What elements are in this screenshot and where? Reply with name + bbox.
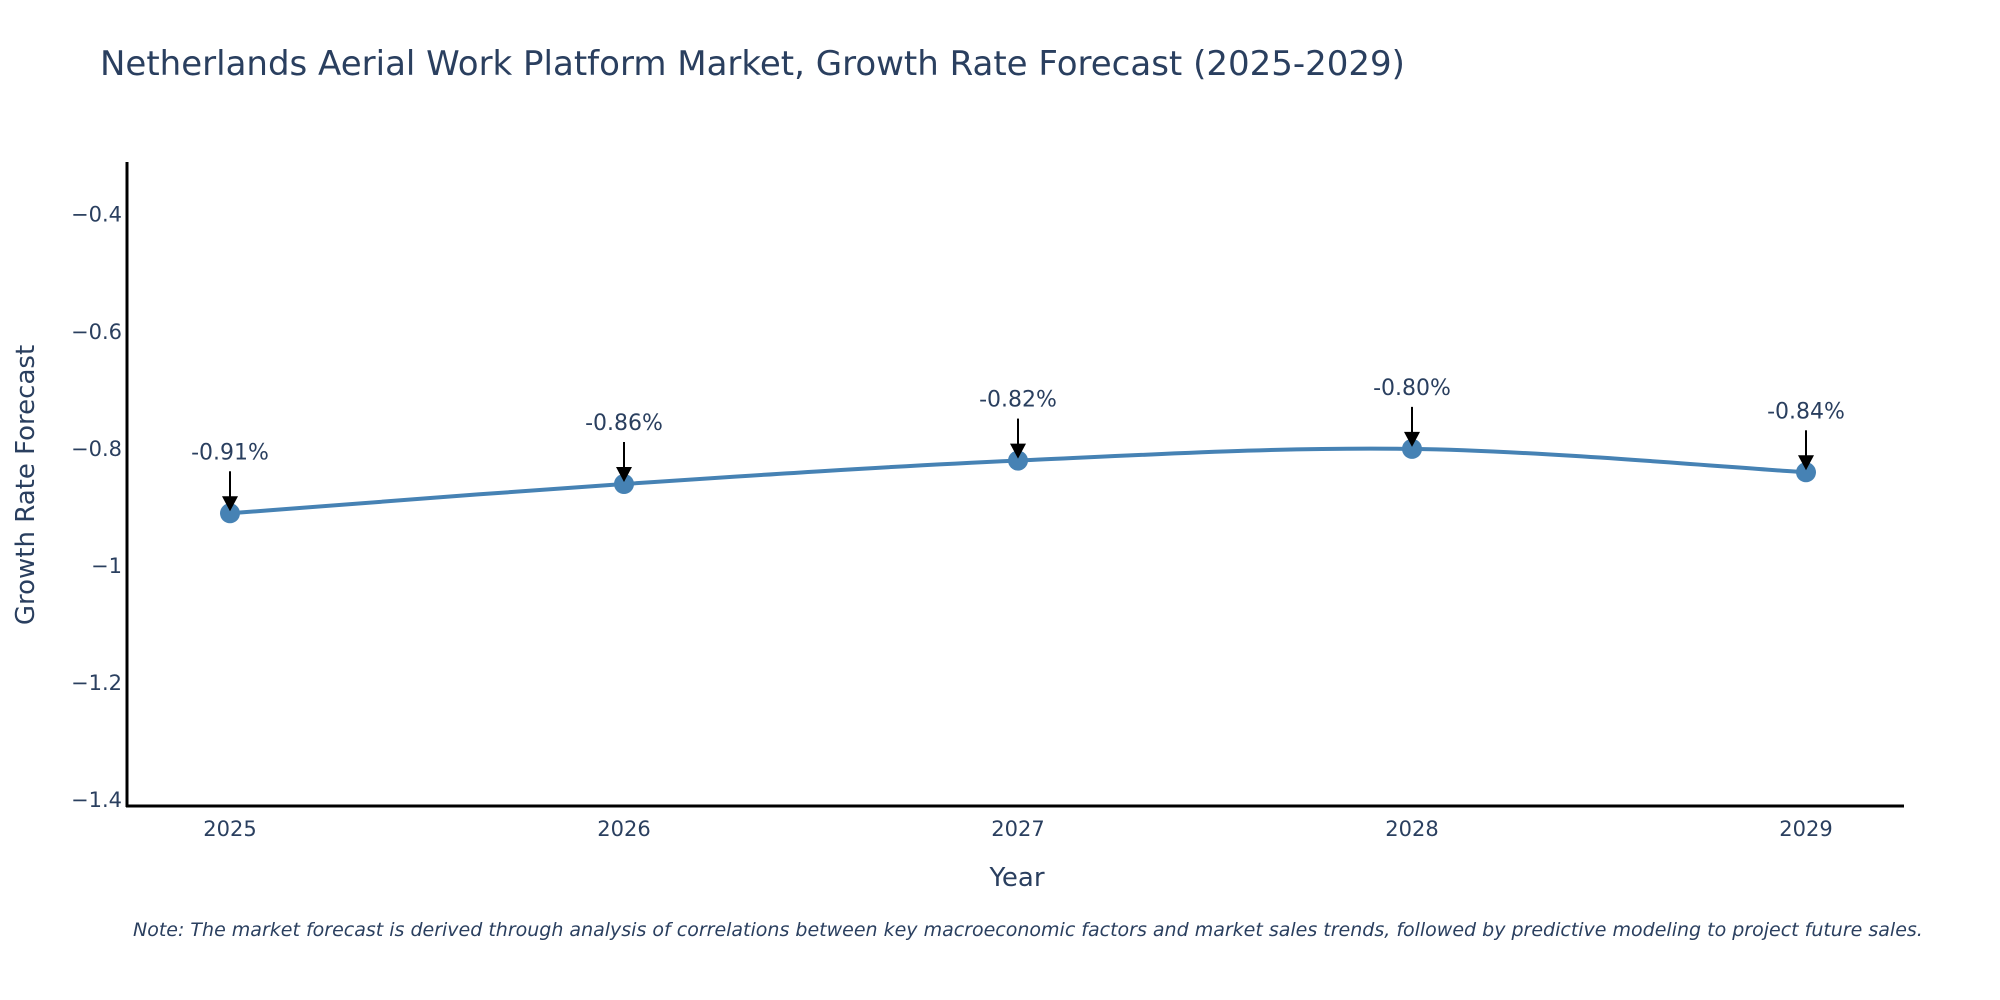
data-point[interactable] [1796,462,1816,483]
data-point[interactable] [614,474,634,494]
y-tick-label: −1.4 [71,788,122,812]
chart-note: Note: The market forecast is derived thr… [133,919,1923,941]
data-label: -0.91% [191,440,269,465]
x-axis-title: Year [988,863,1044,893]
data-point[interactable] [1008,450,1028,471]
x-tick-label: 2026 [597,817,650,841]
annotation-arrow-head [1798,455,1814,471]
y-tick-label: −1.2 [71,671,122,695]
series [220,438,1816,524]
annotation-arrow-head [1010,443,1026,459]
y-tick-label: −0.4 [71,203,122,227]
y-tick-labels: −0.4 −0.6 −0.8 −1 −1.2 −1.4 [71,203,122,812]
data-label: -0.82% [979,388,1057,413]
y-tick-label: −1 [91,554,122,578]
chart-title: Netherlands Aerial Work Platform Market,… [100,44,1405,84]
y-tick-label: −0.8 [71,437,122,461]
data-point[interactable] [1402,438,1422,459]
data-label: -0.86% [585,411,663,436]
annotation-arrow-head [616,467,632,482]
x-tick-label: 2028 [1385,817,1438,841]
axes [125,162,1904,808]
x-tick-label: 2029 [1779,817,1832,841]
data-label: -0.84% [1767,399,1845,424]
x-tick-labels: 2025 2026 2027 2028 2029 [203,817,1832,841]
x-tick-label: 2025 [203,817,256,841]
y-tick-label: −0.6 [71,320,122,344]
annotation-arrow-head [222,496,238,512]
data-point[interactable] [220,503,240,524]
y-axis-title: Growth Rate Forecast [11,345,41,625]
annotations: -0.91% -0.86% -0.82% -0.80% -0.84% [191,376,1845,512]
data-label: -0.80% [1373,376,1451,401]
x-tick-label: 2027 [991,817,1044,841]
annotation-arrow-head [1404,431,1420,447]
